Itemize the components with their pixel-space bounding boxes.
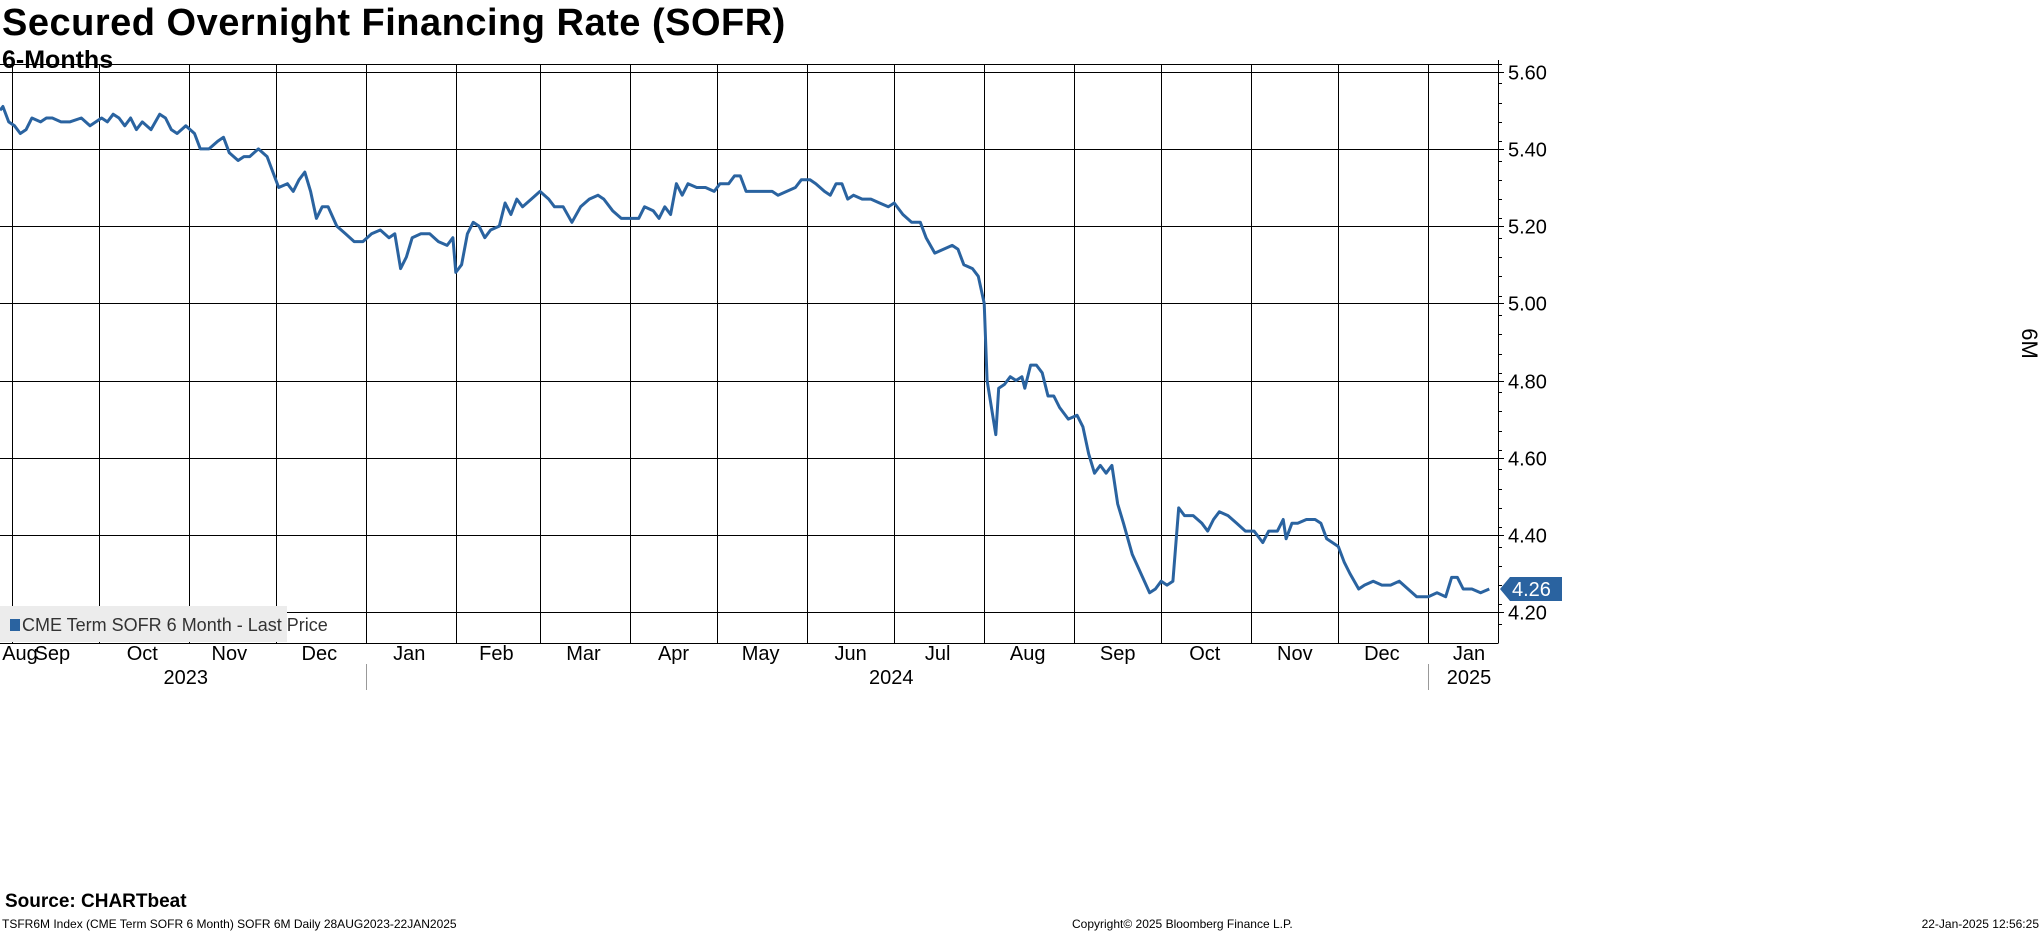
x-month-label: Jan bbox=[393, 643, 425, 665]
x-month-label: Mar bbox=[566, 643, 601, 665]
last-value-tag bbox=[1500, 577, 1562, 601]
source-note: Source: CHARTbeat bbox=[5, 891, 187, 912]
plot-frame bbox=[0, 60, 1502, 644]
x-month-label: Dec bbox=[302, 643, 338, 665]
x-year-label: 2023 bbox=[164, 667, 209, 689]
grid-lines bbox=[0, 64, 1504, 643]
y-tick-label: 5.20 bbox=[1508, 217, 1547, 239]
y-tick-label: 4.80 bbox=[1508, 372, 1547, 394]
x-year-label: 2025 bbox=[1447, 667, 1492, 689]
x-month-label: Nov bbox=[1277, 643, 1313, 665]
x-month-label: May bbox=[742, 643, 780, 665]
x-year-label: 2024 bbox=[869, 667, 914, 689]
chart-subtitle: 6-Months bbox=[2, 46, 114, 74]
y-tick-label: 5.60 bbox=[1508, 63, 1547, 85]
x-month-label: Dec bbox=[1364, 643, 1400, 665]
footer-copyright: Copyright© 2025 Bloomberg Finance L.P. bbox=[1072, 917, 1293, 931]
x-month-label: Sep bbox=[35, 643, 71, 665]
y-tick-label: 4.20 bbox=[1508, 603, 1547, 625]
legend[interactable]: CME Term SOFR 6 Month - Last Price bbox=[0, 606, 328, 642]
y-tick-label: 4.60 bbox=[1508, 449, 1547, 471]
footer-ticker-info: TSFR6M Index (CME Term SOFR 6 Month) SOF… bbox=[2, 917, 457, 931]
legend-label: CME Term SOFR 6 Month - Last Price bbox=[22, 615, 328, 635]
footer-timestamp: 22-Jan-2025 12:56:25 bbox=[1921, 917, 2039, 931]
x-month-label: Nov bbox=[212, 643, 248, 665]
x-month-label: Jul bbox=[925, 643, 951, 665]
x-month-label: Jun bbox=[834, 643, 866, 665]
x-month-label: Sep bbox=[1100, 643, 1136, 665]
legend-swatch bbox=[10, 619, 20, 631]
last-value-label: 4.26 bbox=[1512, 579, 1551, 601]
x-month-label: Feb bbox=[479, 643, 513, 665]
y-axis-title: 6M bbox=[2017, 328, 2041, 359]
series-layer bbox=[0, 105, 1490, 599]
chart-title: Secured Overnight Financing Rate (SOFR) bbox=[2, 2, 786, 44]
x-month-label: Jan bbox=[1453, 643, 1485, 665]
x-month-label: Aug bbox=[1010, 643, 1046, 665]
series-line-sofr-6m bbox=[0, 105, 1490, 599]
x-month-label: Apr bbox=[658, 643, 689, 665]
legend-box[interactable] bbox=[0, 606, 287, 642]
y-tick-label: 5.00 bbox=[1508, 294, 1547, 316]
x-month-label: Oct bbox=[1189, 643, 1221, 665]
x-month-label: Aug bbox=[2, 643, 38, 665]
y-axis: 5.60 5.40 5.20 5.00 4.80 4.60 4.40 4.204.26 6M bbox=[1500, 63, 2041, 625]
y-tick-label: 5.40 bbox=[1508, 140, 1547, 162]
x-month-label: Oct bbox=[127, 643, 159, 665]
y-tick-label: 4.40 bbox=[1508, 526, 1547, 548]
